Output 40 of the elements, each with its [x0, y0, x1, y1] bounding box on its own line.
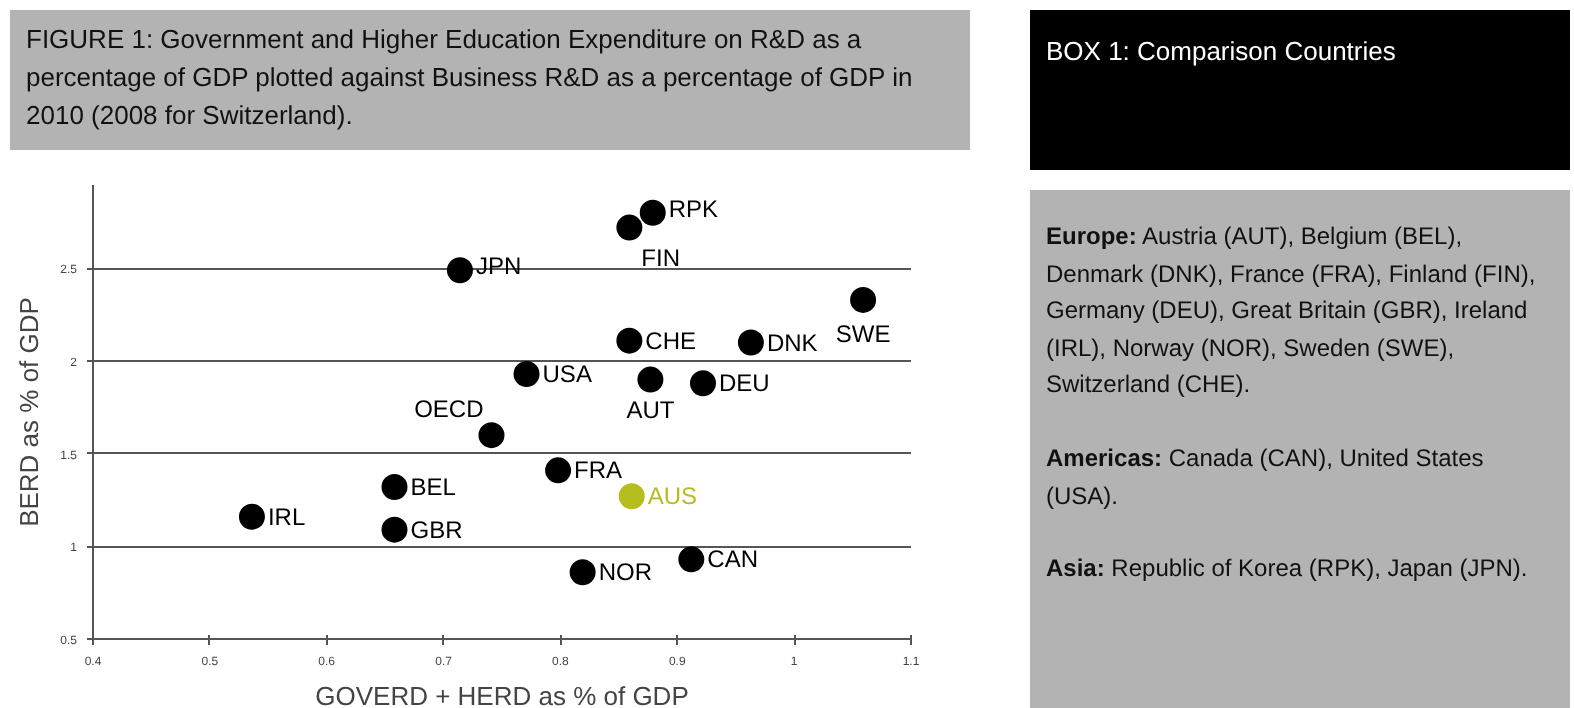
point	[616, 214, 643, 241]
series-label: AUS	[647, 482, 698, 511]
series-label: FRA	[574, 456, 623, 485]
chart-title: FIGURE 1: Government and Higher Education Expenditure on R&D as a percentage of GDP plotted against Business R&D as a percentage of GDP in 2010 (2008 for Switzerland).	[26, 22, 915, 134]
point	[737, 329, 764, 356]
series-label: CAN	[707, 545, 758, 574]
series-label: BEL	[410, 473, 457, 502]
point	[545, 457, 572, 484]
text: Europe: Austria (AUT), Belgium (BEL), Denmark (DNK), France (FRA), Finland (FIN), Germany (DEU), Great Britain (GBR), Ireland (IRL), Norway (NOR), Sweden (SWE), Switzerland (CHE).	[1046, 220, 1538, 403]
point	[850, 286, 877, 313]
series-label: SWE	[835, 319, 891, 348]
point	[381, 516, 408, 543]
point	[637, 366, 664, 393]
x-axis-title: GOVERD + HERD as % of GDP	[315, 681, 689, 708]
point	[678, 546, 705, 573]
series-label: FIN	[641, 243, 681, 272]
point	[639, 199, 666, 226]
point	[513, 361, 540, 387]
text: BOX 1: Comparison Countries	[1046, 34, 1396, 70]
y-axis-title: BERD as % of GDP	[14, 297, 45, 527]
series-label: CHE	[645, 326, 697, 355]
point	[478, 422, 505, 449]
point	[238, 503, 265, 530]
point	[616, 327, 643, 354]
series-label: USA	[542, 360, 592, 389]
series-label: DNK	[766, 328, 818, 357]
point	[618, 483, 645, 510]
series-label: OECD	[414, 395, 485, 424]
series-label: RPK	[668, 194, 719, 223]
point	[569, 559, 596, 586]
text: Asia: Republic of Korea (RPK), Japan (JPN).	[1046, 552, 1530, 587]
point	[689, 370, 716, 397]
series-label: AUT	[626, 395, 676, 424]
series-label: DEU	[718, 369, 770, 398]
series-label: GBR	[410, 515, 464, 544]
text: Americas: Canada (CAN), United States (USA).	[1046, 443, 1484, 510]
point	[446, 257, 473, 284]
series-label: IRL	[267, 502, 306, 531]
point	[381, 474, 408, 501]
series-label: NOR	[598, 558, 653, 587]
